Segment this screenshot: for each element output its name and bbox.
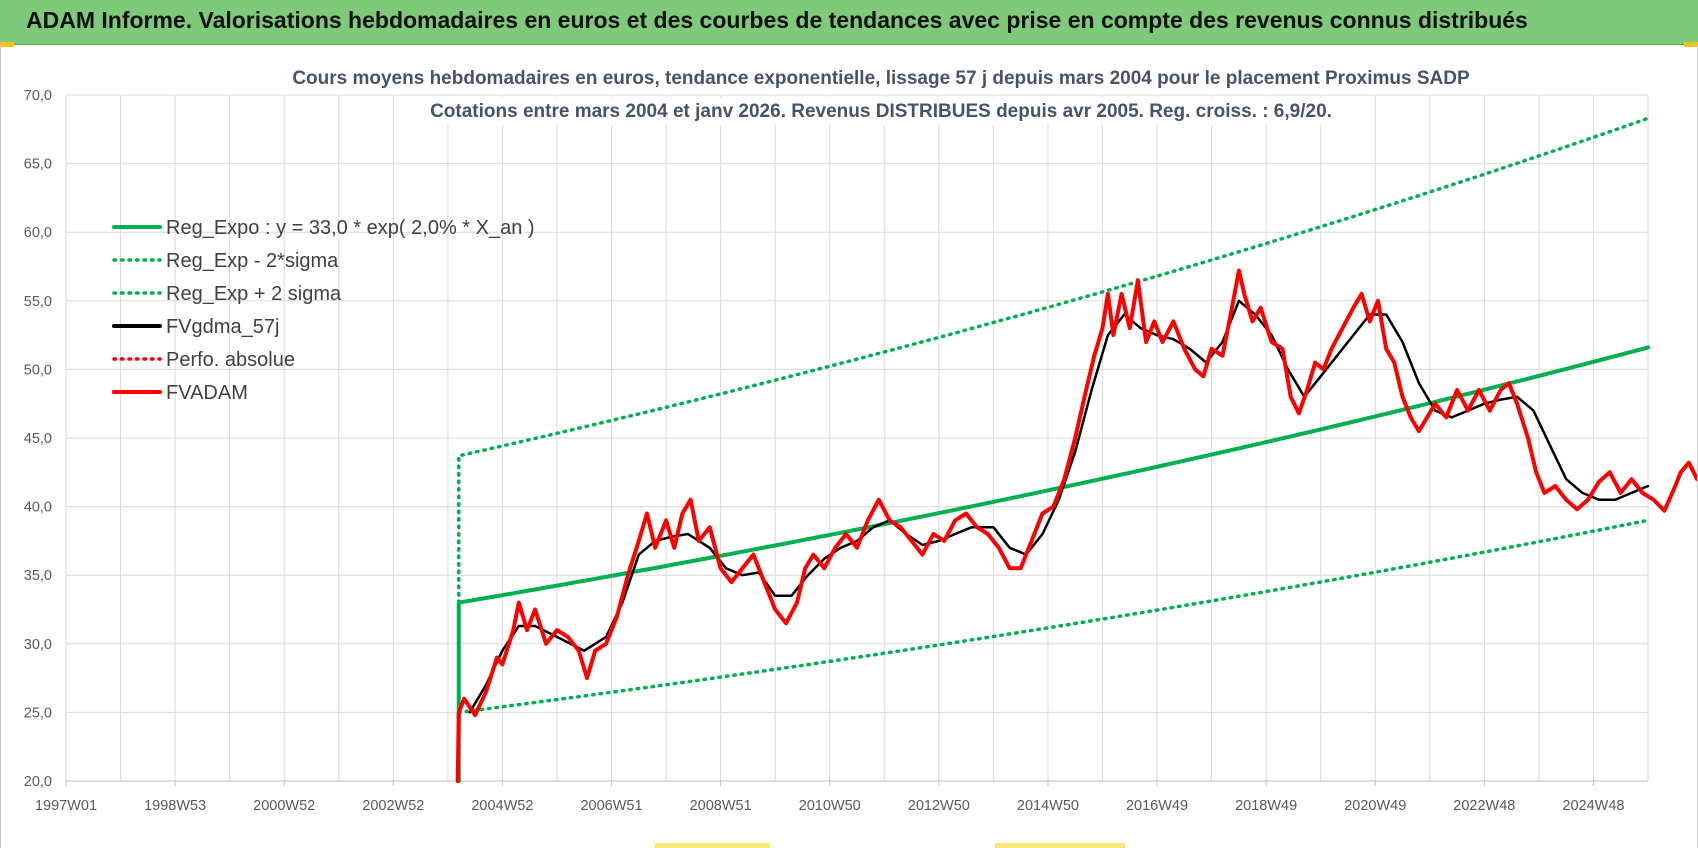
x-tick-label: 1998W53 — [144, 798, 206, 814]
series-line-fvgdma-57j — [468, 299, 1650, 714]
line-chart: 20,0 25,0 30,0 35,0 40,0 45,0 50,0 55,0 60,0 65,0… — [24, 64, 1697, 814]
series-line-reg-expo — [456, 345, 1650, 783]
x-tick-label: 2002W52 — [362, 798, 424, 814]
x-tick-label: 2000W52 — [253, 798, 315, 814]
chart-title-line: Cotations entre mars 2004 et janv 2026. … — [430, 101, 1332, 122]
series-line-reg-exp — [457, 518, 1650, 715]
x-tick-label: 2018W49 — [1235, 798, 1297, 814]
x-tick-label: 2006W51 — [580, 798, 642, 814]
legend-label: FVADAM — [166, 382, 248, 404]
y-tick-label: 40,0 — [24, 500, 52, 516]
y-tick-label: 55,0 — [24, 294, 52, 310]
legend-label: Reg_Exp - 2*sigma — [166, 250, 339, 272]
bottom-strip-right — [995, 843, 1125, 848]
legend-label: Reg_Expo : y = 33,0 * exp( 2,0% * X_an ) — [166, 217, 535, 239]
corner-marker-left — [0, 42, 14, 47]
legend-label: Perfo. absolue — [166, 349, 295, 371]
series-line-fvadam — [455, 268, 1697, 783]
x-tick-label: 2016W49 — [1126, 798, 1188, 814]
legend-label: Reg_Exp + 2 sigma — [166, 283, 342, 305]
x-tick-label: 2012W50 — [908, 798, 970, 814]
chart-title-background — [424, 97, 1338, 125]
chart-title-background — [286, 64, 1476, 92]
chart-area: 20,0 25,0 30,0 35,0 40,0 45,0 50,0 55,0 60,0 65,0… — [0, 45, 1698, 848]
y-tick-label: 50,0 — [24, 362, 52, 378]
title-banner: ADAM Informe. Valorisations hebdomadaire… — [0, 0, 1698, 45]
x-tick-label: 2020W49 — [1344, 798, 1406, 814]
y-tick-label: 35,0 — [24, 568, 52, 584]
y-tick-label: 60,0 — [24, 225, 52, 241]
y-tick-label: 20,0 — [24, 774, 52, 790]
x-tick-label: 2010W50 — [799, 798, 861, 814]
x-tick-label: 2004W52 — [471, 798, 533, 814]
chart-title-line: Cours moyens hebdomadaires en euros, ten… — [292, 68, 1470, 89]
x-tick-label: 2024W48 — [1562, 798, 1624, 814]
y-tick-label: 30,0 — [24, 637, 52, 653]
y-tick-label: 25,0 — [24, 705, 52, 721]
report-title: ADAM Informe. Valorisations hebdomadaire… — [26, 7, 1528, 33]
x-tick-label: 1997W01 — [35, 798, 97, 814]
x-tick-label: 2022W48 — [1453, 798, 1515, 814]
y-tick-label: 45,0 — [24, 431, 52, 447]
x-tick-label: 2008W51 — [690, 798, 752, 814]
y-tick-label: 70,0 — [24, 88, 52, 104]
series-line-reg-exp — [457, 116, 1650, 605]
legend-label: FVgdma_57j — [166, 316, 279, 338]
bottom-strip-left — [655, 843, 770, 848]
corner-marker-right — [1684, 42, 1698, 47]
y-tick-label: 65,0 — [24, 157, 52, 173]
x-tick-label: 2014W50 — [1017, 798, 1079, 814]
